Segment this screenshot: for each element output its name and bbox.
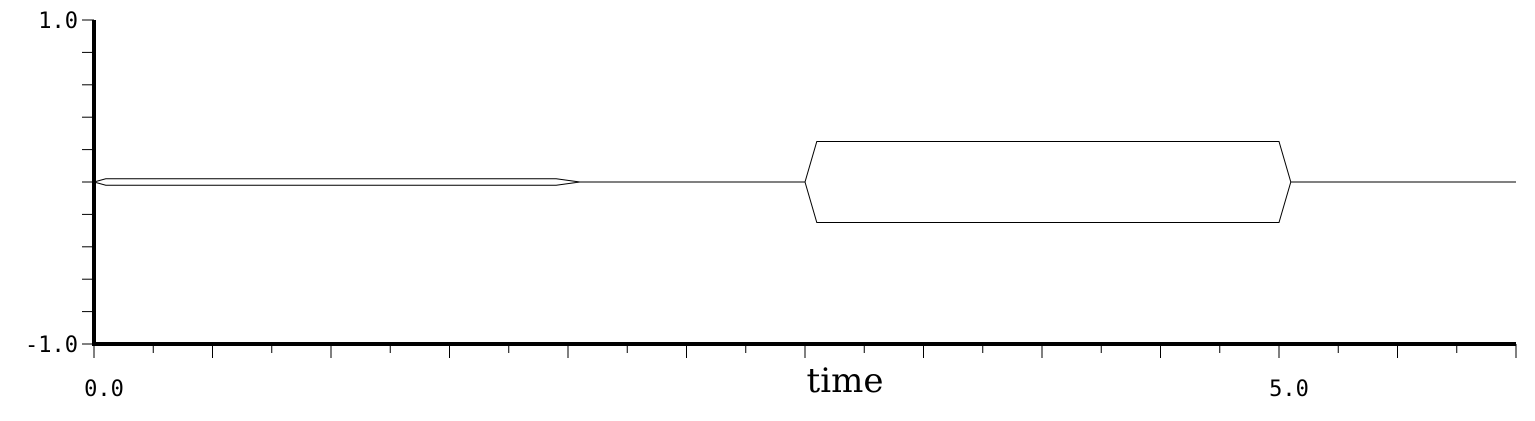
- x-axis-title: time: [807, 361, 884, 401]
- x-tick-label: 0.0: [84, 377, 124, 402]
- series-envelope: [92, 141, 1516, 223]
- ticks-layer: [82, 19, 1517, 358]
- x-tick-label: 5.0: [1269, 377, 1309, 402]
- y-tick-label: 1.0: [38, 9, 78, 34]
- series-layer: [92, 141, 1516, 223]
- labels-layer: 1.0 -1.00.0 5.0: [25, 9, 1309, 402]
- y-tick-label: -1.0: [25, 333, 78, 358]
